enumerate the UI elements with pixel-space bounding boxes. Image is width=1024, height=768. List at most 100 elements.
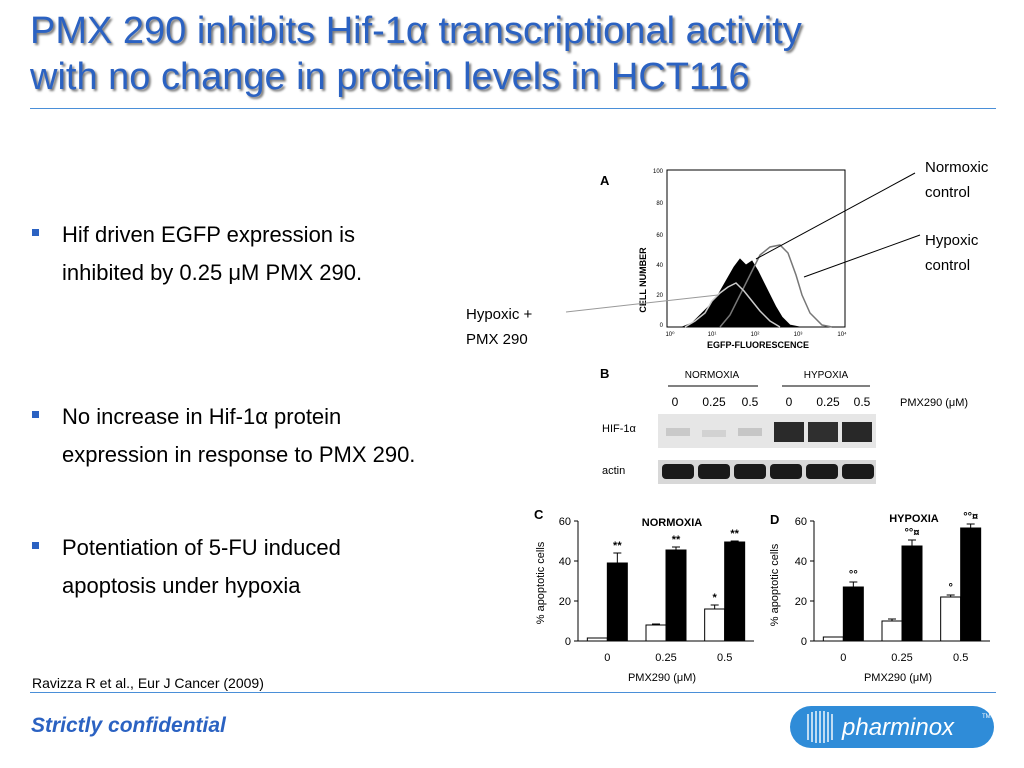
actin-blot-strip: [658, 460, 876, 484]
hypoxic-callout-line: [803, 234, 921, 278]
actin-band: [842, 464, 874, 479]
bar: [724, 541, 746, 642]
bar: [960, 527, 982, 642]
slide-title: PMX 290 inhibits Hif-1α transcriptional …: [30, 8, 1000, 100]
concentration-label: 0.5: [742, 395, 759, 409]
y-tick-label: 0: [565, 636, 571, 648]
panel-d-xlabel: PMX290 (μM): [864, 672, 932, 684]
concentration-labels: 0 0.25 0.5 0 0.25 0.5: [672, 395, 871, 409]
panel-c-letter: C: [534, 507, 544, 522]
y-tick-label: 40: [656, 263, 663, 269]
logo-stripes-icon: [807, 711, 833, 743]
y-tick-label: 100: [653, 169, 664, 175]
bullet-text-line: Hif driven EGFP expression is: [62, 222, 356, 247]
title-line-1: PMX 290 inhibits Hif-1α transcriptional …: [30, 10, 802, 52]
significance-marker: °: [948, 582, 952, 594]
bar: [586, 637, 608, 642]
bullet-item: Potentiation of 5-FU induced apoptosis u…: [32, 529, 341, 605]
hypoxic-histogram: [719, 244, 833, 328]
hif-band-faint: [738, 428, 762, 436]
bullet-item: No increase in Hif-1α protein expression…: [32, 398, 415, 474]
panel-c-chart: C NORMOXIA % apoptotic cells PMX290 (μM)…: [534, 507, 754, 684]
x-tick-label: 0: [840, 652, 846, 664]
actin-band: [734, 464, 766, 479]
title-divider: [30, 108, 996, 109]
y-tick-label: 40: [559, 556, 571, 568]
hif-blot-strip: [658, 414, 876, 448]
hif-band-strong: [808, 422, 838, 442]
hif-band-faint: [666, 428, 690, 436]
row-label-actin: actin: [602, 465, 625, 477]
bar: [645, 624, 667, 642]
citation: Ravizza R et al., Eur J Cancer (2009): [32, 675, 264, 691]
y-tick-label: 0: [660, 323, 664, 329]
x-tick-label: 10²: [751, 332, 760, 338]
bullet-text-line: expression in response to PMX 290.: [62, 442, 416, 467]
panel-a-ylabel: CELL NUMBER: [638, 247, 648, 313]
bullet-text-line: apoptosis under hypoxia: [62, 573, 301, 598]
panel-a-y-ticks: 0 20 40 60 80 100: [653, 169, 664, 329]
panel-d-ylabel: % apoptotic cells: [769, 543, 781, 626]
x-tick-label: 0.25: [891, 652, 912, 664]
treatment-label: PMX290 (μM): [900, 397, 968, 409]
bullet-square-icon: [32, 229, 39, 236]
hif-band-strong: [842, 422, 872, 442]
x-tick-label: 10³: [794, 332, 803, 338]
panel-d-letter: D: [770, 512, 779, 527]
bullet-text-line: inhibited by 0.25 μM PMX 290.: [62, 260, 363, 285]
y-tick-label: 40: [795, 556, 807, 568]
annotation-hypoxic-pmx: PMX 290: [466, 331, 528, 348]
x-tick-label: 10⁰: [665, 331, 675, 338]
logo-pill: [790, 706, 994, 748]
hif-bands: [666, 422, 872, 442]
normoxic-callout-line: [755, 172, 916, 260]
panel-a-x-ticks: 10⁰ 10¹ 10² 10³ 10⁴: [665, 331, 847, 338]
bar: [822, 636, 844, 642]
panel-a-histogram: A CELL NUMBER 0 20 40 60 80 100 10⁰ 10¹ …: [466, 159, 989, 350]
actin-bands: [662, 464, 874, 479]
significance-marker: *: [713, 592, 718, 604]
x-tick-label: 0.5: [717, 652, 732, 664]
annotation-normoxic: control: [925, 184, 970, 201]
panel-a-xlabel: EGFP-FLUORESCENCE: [707, 340, 809, 350]
logo-wordmark: pharminox: [841, 714, 955, 741]
x-tick-label: 0.25: [655, 652, 676, 664]
actin-band: [662, 464, 694, 479]
significance-marker: °°¤: [963, 511, 978, 523]
y-tick-label: 0: [801, 636, 807, 648]
bar: [842, 586, 864, 642]
bar: [881, 620, 903, 642]
bar: [940, 596, 962, 642]
bar: [665, 549, 687, 642]
significance-marker: **: [672, 534, 681, 546]
bullet-square-icon: [32, 411, 39, 418]
footer-confidential: Strictly confidential: [31, 714, 226, 737]
panel-a-letter: A: [600, 173, 610, 188]
x-tick-label: 0.5: [953, 652, 968, 664]
y-tick-label: 20: [559, 596, 571, 608]
hypoxic-pmx-histogram: [684, 282, 781, 328]
concentration-label: 0: [672, 395, 679, 409]
bullet-item: Hif driven EGFP expression is inhibited …: [32, 216, 362, 292]
significance-marker: °°: [849, 569, 858, 581]
hypoxic-pmx-callout-line: [565, 294, 719, 313]
x-tick-label: 10¹: [708, 332, 717, 338]
bar: [606, 562, 628, 642]
panel-d-title: HYPOXIA: [889, 513, 939, 525]
actin-band: [698, 464, 730, 479]
y-tick-label: 20: [656, 293, 663, 299]
x-tick-label: 10⁴: [837, 331, 847, 338]
bar: [704, 608, 726, 642]
annotation-hypoxic: control: [925, 257, 970, 274]
panel-c-ylabel: % apoptotic cells: [535, 541, 547, 624]
panel-c-title: NORMOXIA: [642, 517, 703, 529]
y-tick-label: 80: [656, 201, 663, 207]
y-tick-label: 60: [559, 516, 571, 528]
panel-b-blot: B NORMOXIA HYPOXIA 0 0.25 0.5 0 0.25 0.5…: [600, 366, 968, 484]
title-line-2: with no change in protein levels in HCT1…: [30, 56, 750, 98]
x-tick-label: 0: [604, 652, 610, 664]
concentration-label: 0.25: [702, 395, 726, 409]
panel-a-annotations: Normoxic control Hypoxic control Hypoxic…: [466, 159, 989, 348]
bullet-square-icon: [32, 542, 39, 549]
panel-b-letter: B: [600, 366, 609, 381]
